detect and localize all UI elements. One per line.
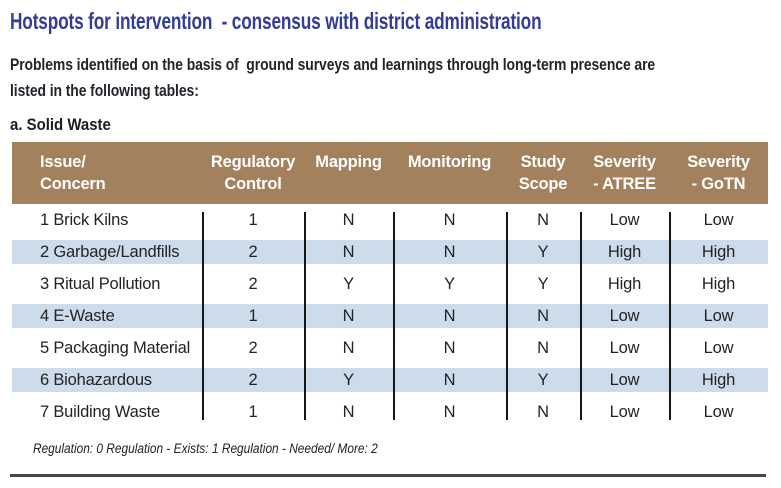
table-header-row: Issue/ Concern Regulatory Control Mappin… xyxy=(12,142,768,204)
intro-text: Problems identified on the basis of grou… xyxy=(10,52,655,104)
table-row: 2 Garbage/Landfills 2 N N Y High High xyxy=(12,236,768,268)
table-row: 1 Brick Kilns 1 N N N Low Low xyxy=(12,204,768,236)
header-line: Severity xyxy=(593,153,656,171)
cell-study-scope: N xyxy=(537,210,549,229)
cell-regulatory-control: 1 xyxy=(248,306,258,325)
cell-severity-gotn: Low xyxy=(703,210,734,229)
header-line: Mapping xyxy=(315,153,382,171)
cell-regulatory-control: 2 xyxy=(248,274,258,293)
table-row: 3 Ritual Pollution 2 Y Y Y High High xyxy=(12,268,768,300)
col-header-regulatory-control: Regulatory Control xyxy=(202,142,304,204)
header-line: Control xyxy=(224,175,282,193)
cell-issue: 3 Ritual Pollution xyxy=(40,274,161,293)
header-line xyxy=(393,173,506,195)
cell-mapping: N xyxy=(342,402,355,421)
cell-severity-atree: Low xyxy=(609,210,640,229)
cell-monitoring: N xyxy=(443,370,456,389)
cell-study-scope: N xyxy=(537,306,549,325)
col-header-severity-atree: Severity - ATREE xyxy=(580,142,669,204)
cell-mapping: N xyxy=(342,338,355,357)
cell-severity-gotn: Low xyxy=(703,306,734,325)
header-line: Issue/ xyxy=(40,153,86,171)
cell-monitoring: N xyxy=(443,210,456,229)
cell-severity-atree: High xyxy=(607,242,642,261)
bottom-divider-rule xyxy=(10,474,766,477)
cell-severity-gotn: High xyxy=(701,370,736,389)
cell-regulatory-control: 2 xyxy=(248,370,258,389)
table-row: 7 Building Waste 1 N N N Low Low xyxy=(12,396,768,428)
cell-issue: 5 Packaging Material xyxy=(40,338,191,357)
column-divider xyxy=(393,212,395,420)
table-row: 4 E-Waste 1 N N N Low Low xyxy=(12,300,768,332)
table-body: 1 Brick Kilns 1 N N N Low Low 2 Garbage/… xyxy=(12,204,768,428)
cell-severity-atree: Low xyxy=(609,402,640,421)
col-header-study-scope: Study Scope xyxy=(506,142,580,204)
table-row: 6 Biohazardous 2 Y N Y Low High xyxy=(12,364,768,396)
header-line: - GoTN xyxy=(691,175,746,193)
cell-monitoring: N xyxy=(443,242,456,261)
header-line: Regulatory xyxy=(210,153,296,171)
cell-issue: 1 Brick Kilns xyxy=(40,210,129,229)
cell-regulatory-control: 2 xyxy=(248,338,258,357)
page-title: Hotspots for intervention - consensus wi… xyxy=(10,8,542,34)
cell-regulatory-control: 1 xyxy=(248,402,258,421)
regulation-legend: Regulation: 0 Regulation - Exists: 1 Reg… xyxy=(33,441,378,456)
header-line: - ATREE xyxy=(593,175,656,193)
column-divider xyxy=(304,212,306,420)
cell-severity-gotn: High xyxy=(701,242,736,261)
cell-mapping: N xyxy=(342,210,355,229)
section-label-solid-waste: a. Solid Waste xyxy=(10,115,111,134)
cell-mapping: Y xyxy=(343,370,354,389)
cell-monitoring: N xyxy=(443,402,456,421)
col-header-severity-gotn: Severity - GoTN xyxy=(669,142,768,204)
cell-regulatory-control: 1 xyxy=(248,210,258,229)
cell-study-scope: Y xyxy=(537,242,549,261)
column-divider xyxy=(669,212,671,420)
cell-severity-gotn: High xyxy=(701,274,736,293)
cell-mapping: N xyxy=(342,242,355,261)
header-line: Concern xyxy=(40,175,106,193)
intro-text-line-1: Problems identified on the basis of grou… xyxy=(10,55,656,74)
cell-study-scope: N xyxy=(537,338,549,357)
header-line: Scope xyxy=(518,175,568,193)
cell-study-scope: N xyxy=(537,402,549,421)
cell-severity-gotn: Low xyxy=(703,402,734,421)
header-line: Severity xyxy=(687,153,750,171)
cell-issue: 7 Building Waste xyxy=(40,402,161,421)
cell-severity-atree: Low xyxy=(609,370,640,389)
col-header-issue-concern: Issue/ Concern xyxy=(12,142,202,204)
cell-mapping: N xyxy=(342,306,355,325)
cell-mapping: Y xyxy=(343,274,354,293)
cell-issue: 2 Garbage/Landfills xyxy=(40,242,180,261)
cell-severity-gotn: Low xyxy=(703,338,734,357)
cell-severity-atree: Low xyxy=(609,306,640,325)
col-header-mapping: Mapping xyxy=(304,142,393,204)
header-line: Study xyxy=(520,153,566,171)
cell-severity-atree: Low xyxy=(609,338,640,357)
cell-study-scope: Y xyxy=(537,274,549,293)
cell-monitoring: N xyxy=(443,306,456,325)
intro-text-line-2: listed in the following tables: xyxy=(10,81,199,100)
header-line xyxy=(304,173,393,195)
cell-issue: 6 Biohazardous xyxy=(40,370,152,389)
cell-regulatory-control: 2 xyxy=(248,242,258,261)
cell-severity-atree: High xyxy=(607,274,642,293)
header-line: Monitoring xyxy=(407,153,492,171)
cell-monitoring: N xyxy=(443,338,456,357)
cell-study-scope: Y xyxy=(537,370,549,389)
cell-monitoring: Y xyxy=(444,274,455,293)
table-row: 5 Packaging Material 2 N N N Low Low xyxy=(12,332,768,364)
column-divider xyxy=(202,212,204,420)
column-divider xyxy=(580,212,582,420)
solid-waste-table: Issue/ Concern Regulatory Control Mappin… xyxy=(12,142,768,428)
cell-issue: 4 E-Waste xyxy=(40,306,115,325)
column-divider xyxy=(506,212,508,420)
col-header-monitoring: Monitoring xyxy=(393,142,506,204)
